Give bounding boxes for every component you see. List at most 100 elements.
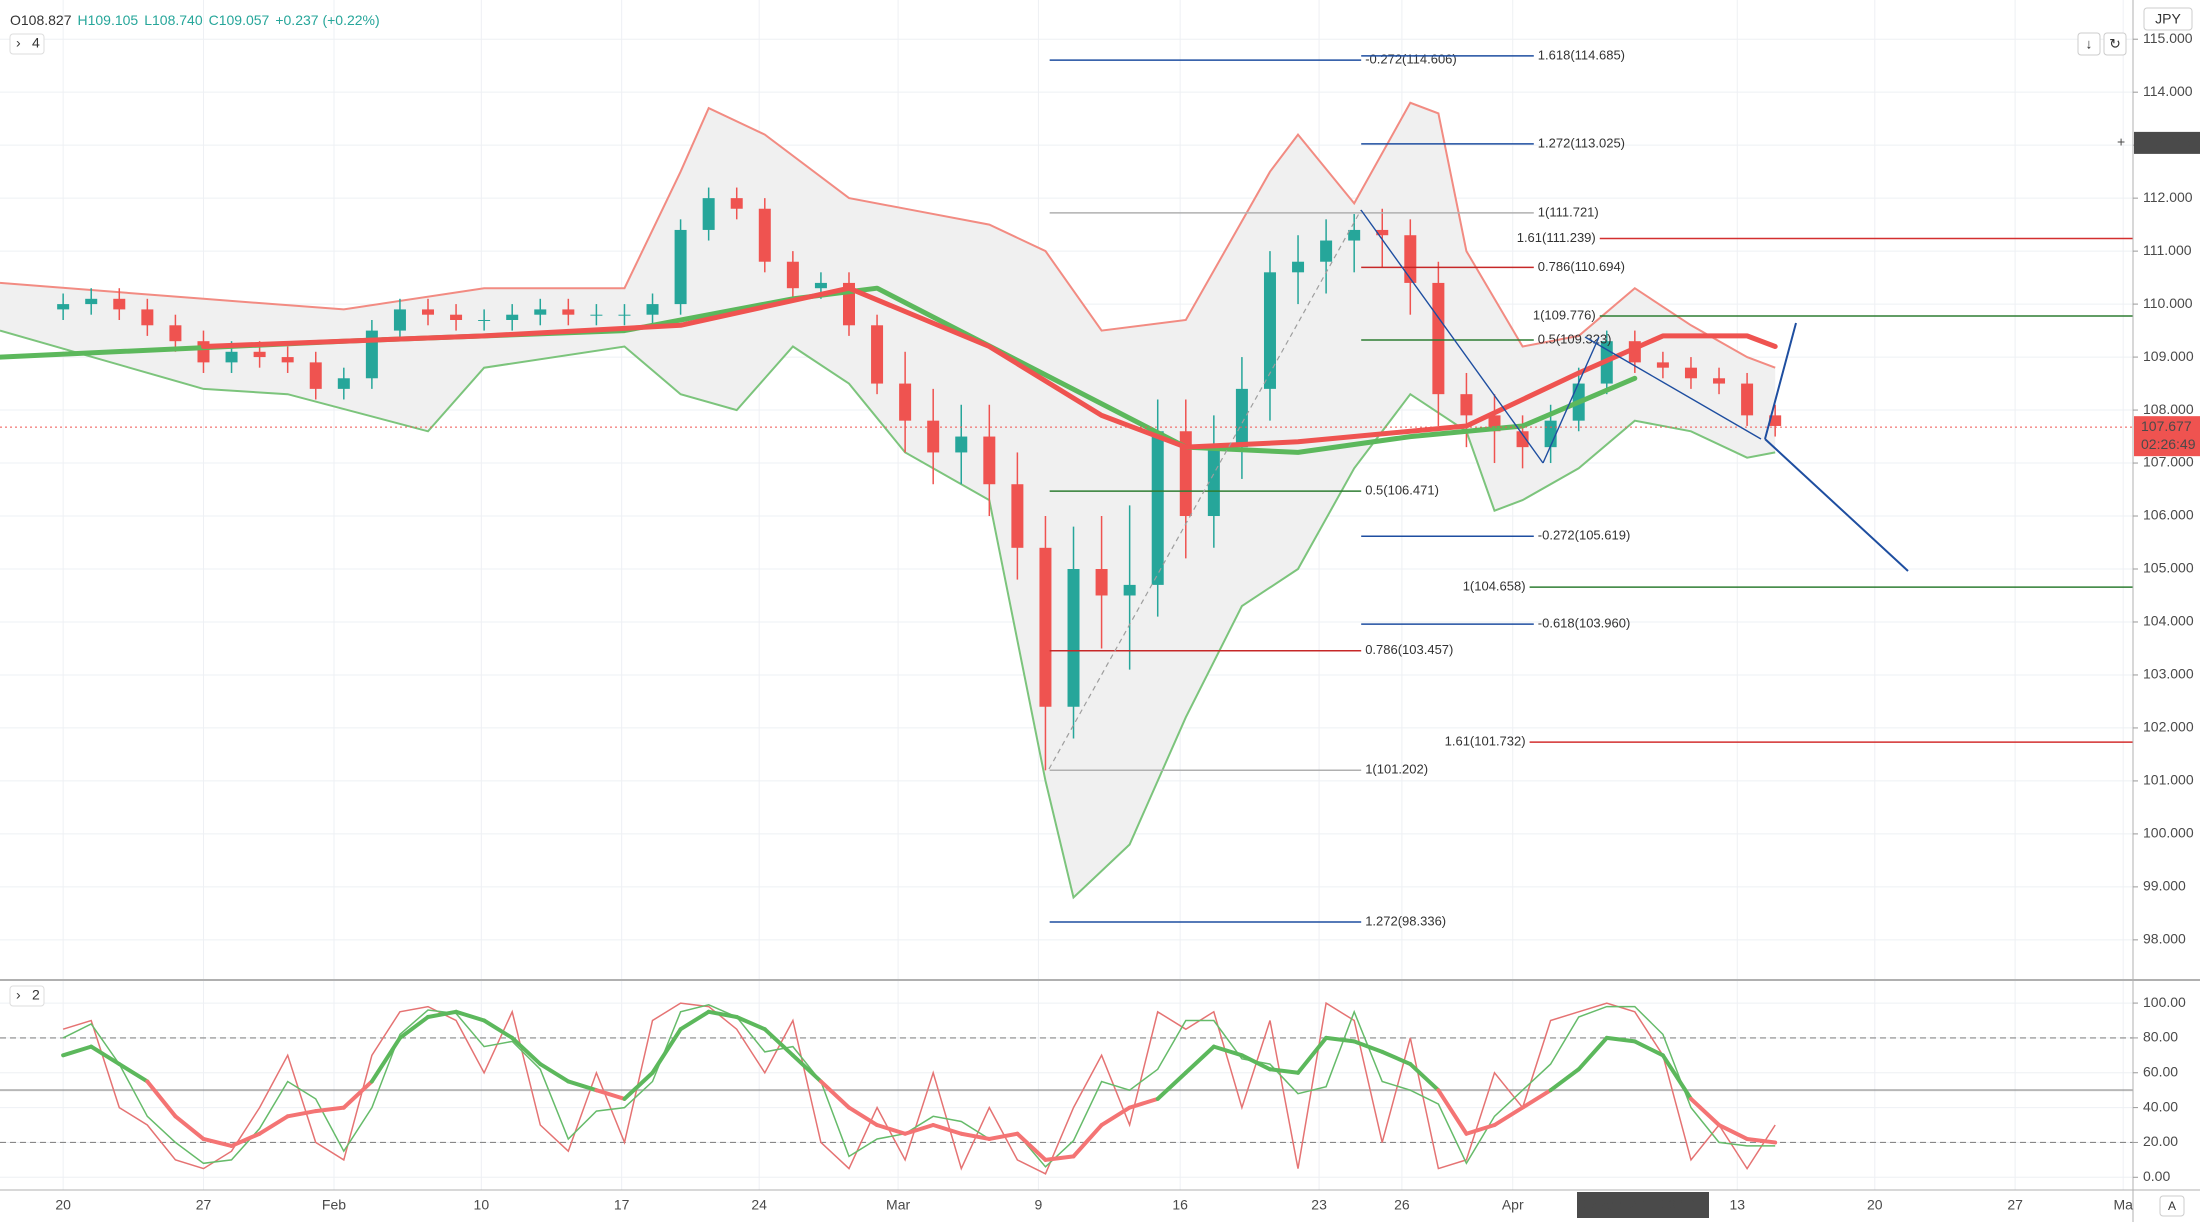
candle-body [1404,235,1417,283]
auto-scale-label: A [2168,1199,2176,1213]
fib-trend-line [1048,209,1362,770]
currency-box[interactable] [2143,7,2193,31]
y-tick-label: 108.000 [2143,401,2194,417]
candle-body [702,198,715,230]
signal-segment [1548,1067,1581,1093]
candle-body [1348,229,1361,241]
signal-segment [1043,1154,1076,1162]
signal-segment [566,1079,599,1093]
candle-body [1713,378,1726,384]
candle-body [1235,388,1248,448]
candle-body [1656,362,1669,368]
candle-body [590,314,603,316]
candle-body [786,261,799,289]
candle-body [113,298,126,310]
band-fill [0,102,1776,898]
osc-y-tick-label: 80.00 [2143,1029,2178,1045]
projection-line [1764,438,1909,572]
fib-label: 1.272(98.336) [1365,913,1446,928]
signal-segment [201,1136,234,1148]
signal-segment [594,1088,627,1101]
x-tick-label: 13 [1729,1197,1745,1213]
candle-body [562,309,575,315]
fib-label: 1(104.658) [1463,579,1526,594]
oscillator-line [62,1004,1776,1168]
x-tick-label: 20 [55,1197,71,1213]
y-tick-label: 114.000 [2143,83,2193,99]
indicator-toggle[interactable] [9,985,45,1007]
fib-label: 0.5(109.323) [1538,331,1612,346]
drawings [1048,209,1909,770]
candle-body [674,229,687,305]
signal-segment [818,1079,851,1110]
scroll-button[interactable] [2077,32,2101,56]
signal-segment [1267,1067,1301,1075]
osc-y-tick-label: 40.00 [2143,1098,2178,1114]
legend-header: O108.827 H109.105 L108.740 C109.057 +0.237 (… [9,7,2193,1217]
fib-label: 0.786(103.457) [1365,642,1453,657]
signal-segment [1099,1105,1132,1128]
trend-line [1542,336,1600,464]
y-tick-label: 110.000 [2143,295,2193,311]
candle-body [1292,261,1305,273]
y-tick-label: 100.000 [2143,825,2194,841]
x-tick-label: 9 [1035,1197,1043,1213]
signal-segment [1071,1123,1104,1159]
candle-body [141,309,154,326]
moving-average [201,285,1778,450]
signal-segment [1352,1039,1385,1054]
crosshair-plus: + [2117,134,2125,150]
axes: 20 27 Feb 10 17 24 Mar 9 16 23 26 Apr 13 20 27 Ma 98.000… [55,30,2200,1218]
signal-segment [678,1009,711,1032]
candle-body [450,314,463,320]
candle-body [1039,547,1052,707]
fib-label: -0.272(105.619) [1538,528,1631,543]
candle-body [1095,568,1108,596]
osc-y-tick-label: 0.00 [2143,1168,2170,1184]
fib-label: 1.272(113.025) [1538,135,1625,150]
candle-body [422,309,435,315]
signal-segment [1660,1053,1693,1101]
candle-body [758,208,771,262]
reset-button[interactable] [2103,32,2127,56]
crosshair-date: 07 Apr '20 [1582,1197,1645,1213]
band-upper [0,101,1776,369]
last-price-label: 107.677 [2141,418,2192,434]
signal-segment [454,1009,487,1023]
candle-body [1741,383,1754,416]
signal-segment [482,1018,515,1040]
x-tick-label: 20 [1867,1197,1883,1213]
ohlc-item: H109.105 [78,12,139,28]
trend-line [1360,209,1544,464]
candle-body [1123,584,1136,596]
signal-segment [538,1062,571,1084]
signal-segment [1296,1035,1329,1075]
x-tick-label: Apr [1502,1197,1524,1213]
signal-segment [622,1070,655,1101]
y-tick-label: 101.000 [2143,772,2194,788]
signal-segment [1688,1096,1722,1128]
y-tick-label: 115.000 [2143,30,2193,46]
candle-body [1432,282,1445,395]
signal-segment [846,1105,880,1128]
ohlc-item: +0.237 (+0.22%) [275,12,379,28]
x-tick-label: 24 [751,1197,767,1213]
signal-segment [1015,1131,1048,1162]
indicator-count: 4 [32,35,40,51]
signal-segment [790,1053,823,1084]
signal-segment [1408,1062,1441,1093]
signal-segment [426,1009,459,1020]
signal-segment [61,1044,94,1058]
ohlc-item: C109.057 [209,12,270,28]
candle-body [1376,229,1389,236]
indicator-toggle[interactable] [9,33,45,55]
y-tick-label: 109.000 [2143,348,2194,364]
signal-segment [369,1035,402,1084]
signal-segment [650,1027,683,1075]
x-tick-label: Feb [322,1197,346,1213]
osc-y-tick-label: 20.00 [2143,1133,2178,1149]
x-tick-label: 26 [1394,1197,1410,1213]
signal-segment [117,1062,150,1084]
auto-scale-button[interactable] [2159,1195,2185,1217]
